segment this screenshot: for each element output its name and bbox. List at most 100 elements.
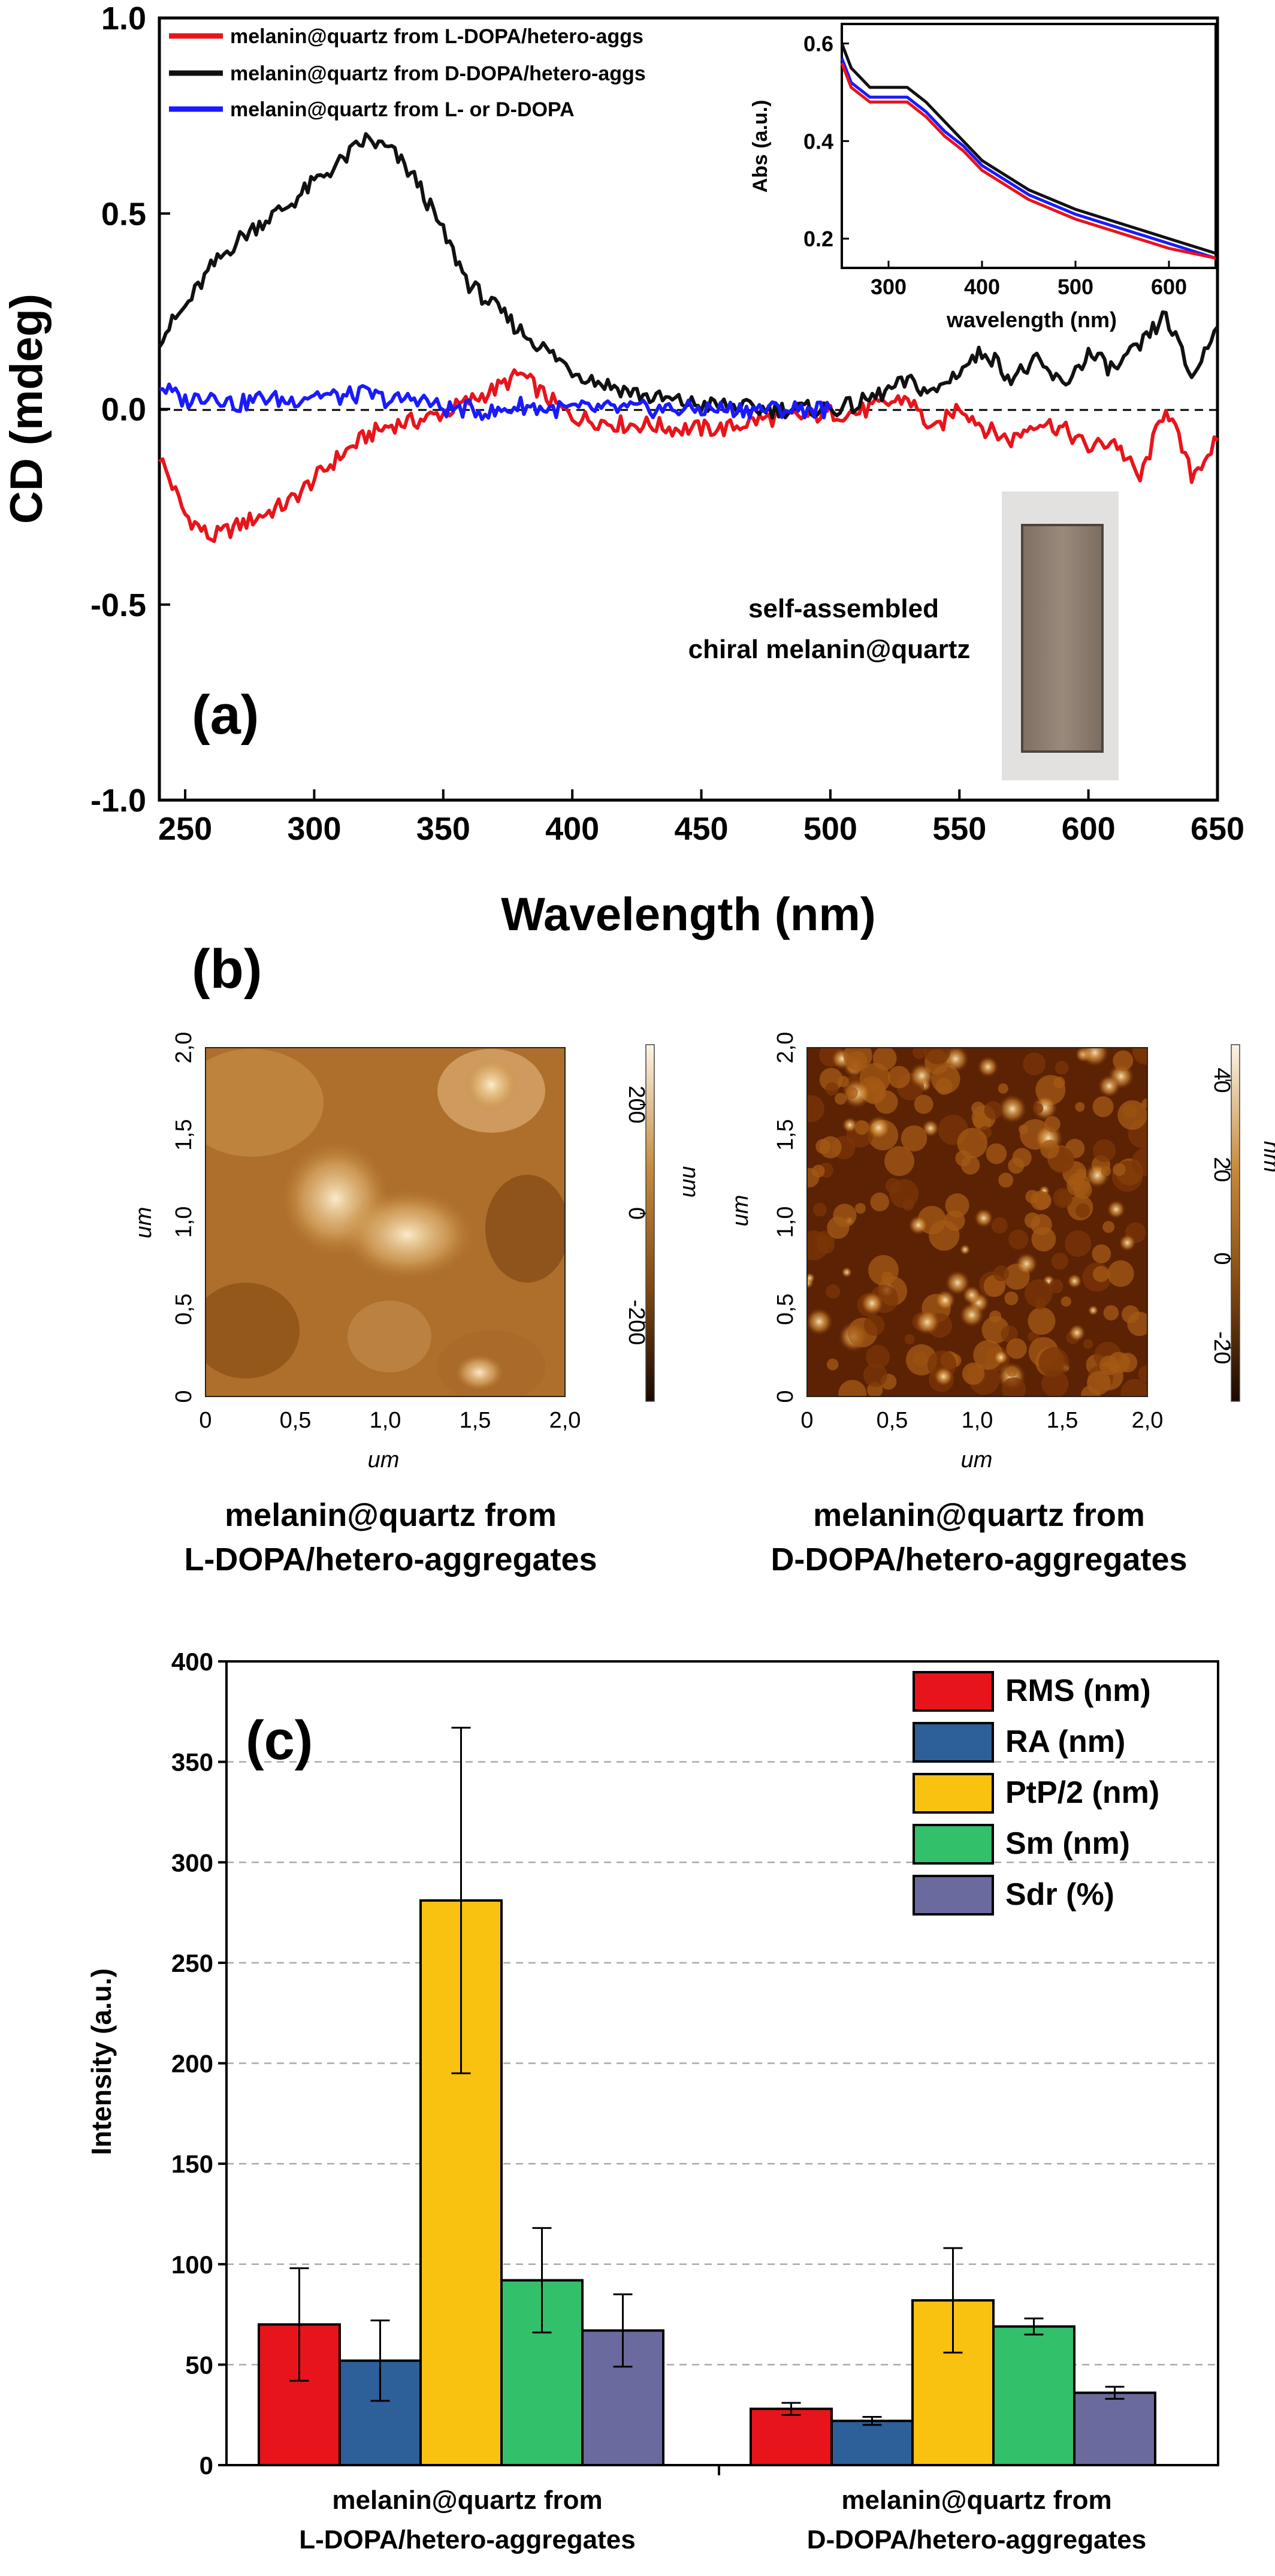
inset-x-tick-label: 400 [964,275,1000,299]
y-tick-label: 250 [171,1949,213,1977]
afm-grain [842,1117,858,1133]
afm-grain [1083,1339,1093,1349]
afm-grain [887,1066,911,1088]
afm-x-tick-label: 0,5 [877,1408,908,1433]
scale-tick-label: -200 [624,1299,649,1345]
afm-grain [807,1308,833,1336]
x-tick-label: 350 [416,811,470,847]
x-tick-label: 600 [1062,811,1116,847]
afm-x-tick-label: 1,5 [460,1408,491,1433]
afm-grains-d-dopa [807,1048,1147,1396]
afm-grain [860,1291,884,1316]
afm-grain [1107,1200,1126,1219]
afm-grain [1023,1052,1046,1076]
afm-grain [1102,1221,1115,1233]
inset-y-axis-title: Abs (a.u.) [749,100,772,193]
afm-grain [957,1127,988,1159]
afm-scale-ticks-l: 200 0 -200 [624,1085,649,1345]
y-tick-label: 400 [171,1648,213,1676]
afm-x-unit-l: um [368,1447,400,1473]
afm-x-tick-label: 1,0 [962,1408,993,1433]
afm-grain [1028,1307,1056,1335]
afm-grain [993,1265,1010,1281]
afm-grain [1049,1279,1063,1293]
afm-grain [1131,1148,1147,1177]
inset-line-melanin-quartz-from-l-dopa-hetero-aggs [840,62,1216,260]
inset-y-ticks: 0.6 0.4 0.2 [803,32,849,251]
afm-y-tick-label: 2,0 [773,1032,798,1064]
inset-series [840,43,1216,260]
afm-grain [813,1202,827,1217]
afm-grain [902,1199,914,1211]
inset-line-melanin-quartz-from-d-dopa-hetero-aggs [840,43,1216,255]
afm-grain [959,1302,984,1328]
afm-grain [846,1087,858,1099]
afm-grain [807,1230,829,1260]
scale-tick-label: 20 [1209,1157,1234,1182]
afm-grain [909,1063,935,1089]
afm-grain [1103,1305,1119,1321]
panel-a-label: (a) [192,684,259,746]
afm-grain [1040,1139,1059,1159]
scale-tick-label: 200 [624,1085,649,1123]
y-tick-label: 0.0 [101,392,146,428]
afm-grain [1138,1365,1147,1383]
afm-grain [1066,1172,1090,1197]
afm-grain [908,1215,929,1235]
scale-tick-label: 40 [1209,1067,1234,1093]
inset-x-tick-label: 300 [871,275,907,299]
y-tick-label: 50 [185,2351,213,2379]
legend-label-l-or-d: melanin@quartz from L- or D-DOPA [230,98,575,121]
afm-grain [884,1146,915,1177]
inset-x-ticks: 300 400 500 600 [871,261,1187,299]
bar-sdr-d-dopa [1073,2391,1156,2467]
afm-grain [1032,1094,1058,1121]
afm-x-tick-label: 1,5 [1047,1408,1078,1433]
legend: melanin@quartz from L-DOPA/hetero-aggs m… [169,25,646,121]
afm-x-ticks-l: 0 0,5 1,0 1,5 2,0 [199,1408,581,1433]
afm-grain [1032,1103,1044,1114]
scale-tick-label: 0 [624,1207,649,1220]
afm-grain [1067,1273,1082,1289]
afm-y-ticks-r: 2,0 1,5 1,0 0,5 0 [773,1032,798,1403]
y-tick-label: 1.0 [101,1,146,37]
afm-grain [1031,1227,1056,1252]
panel-c: 400 350 300 250 200 150 100 50 0 Intensity (a.u.… [86,1648,1219,2554]
y-tick-label: 150 [171,2150,213,2178]
afm-grain [1093,1139,1116,1162]
afm-grain [1061,1296,1071,1307]
x-tick-label: 450 [674,811,728,847]
y-tick-label: 0.5 [101,196,146,232]
afm-grain [945,1193,969,1218]
afm-grain [962,1362,984,1385]
afm-grain [838,1380,867,1396]
afm-caption-r-line-2: D-DOPA/hetero-aggregates [771,1542,1187,1577]
y-axis-ticks-c: 400 350 300 250 200 150 100 50 0 [171,1648,226,2480]
afm-grain [933,1367,954,1387]
afm-grain [998,1083,1008,1094]
inset-x-tick-label: 600 [1151,275,1187,299]
afm-x-tick-label: 2,0 [549,1408,581,1433]
afm-y-tick-label: 0 [773,1390,798,1402]
afm-grain [1087,1371,1111,1395]
inset-line-melanin-quartz-from-l-or-d-dopa [840,58,1216,260]
afm-grain [807,1095,824,1123]
legend-label-l-dopa: melanin@quartz from L-DOPA/hetero-aggs [230,25,643,48]
afm-grain [1015,1252,1038,1275]
afm-grain [826,1358,839,1371]
afm-grain [807,1272,815,1284]
afm-scale-unit-r: nm [1259,1141,1275,1173]
afm-grain [1092,1096,1114,1117]
afm-scale-ticks-r: 40 20 0 -20 [1209,1067,1234,1364]
y-tick-label: 100 [171,2251,213,2279]
category-label-l-line-2: L-DOPA/hetero-aggregates [299,2525,636,2554]
panel-a: 1.0 0.5 0.0 -0.5 -1.0 250 300 350 400 450 500 550 6… [1,1,1244,940]
y-axis-ticks: 1.0 0.5 0.0 -0.5 -1.0 [90,1,170,819]
afm-grain [1001,1325,1018,1343]
y-axis-title-c: Intensity (a.u.) [86,1968,117,2155]
category-label-d-line-1: melanin@quartz from [841,2485,1111,2515]
x-tick-label: 250 [158,811,212,847]
photo-caption-line-2: chiral melanin@quartz [688,635,971,664]
